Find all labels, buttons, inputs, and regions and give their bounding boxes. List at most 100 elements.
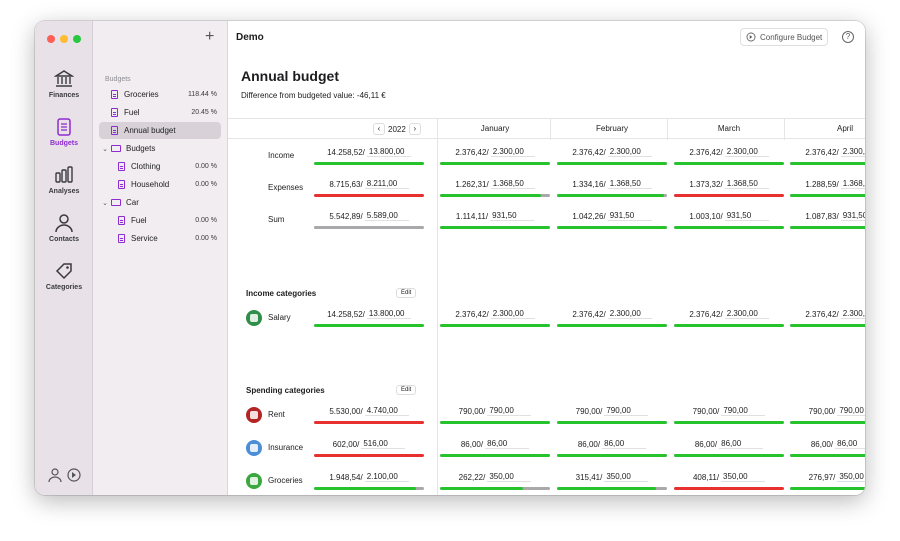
budget-value-input[interactable]: 86,00 bbox=[719, 439, 764, 449]
sidebar-item-label: Service bbox=[131, 234, 158, 243]
actual-value: 2.376,42 bbox=[455, 309, 487, 319]
sidebar-item-groceries[interactable]: Groceries 118.44 % bbox=[99, 86, 221, 103]
budget-value-input[interactable]: 2.100,00 bbox=[364, 472, 409, 482]
cell-values: 790,00 / 790,00 bbox=[440, 406, 550, 416]
sidebar-item-percent: 0.00 % bbox=[195, 217, 217, 224]
value-separator: / bbox=[603, 147, 606, 157]
budget-value-input[interactable]: 350,00 bbox=[721, 472, 766, 482]
account-icon[interactable] bbox=[47, 467, 63, 483]
budget-value-input[interactable]: 1.368,50 bbox=[490, 179, 535, 189]
budget-value-input[interactable]: 2.300,00 bbox=[490, 147, 535, 157]
edit-income-categories-button[interactable]: Edit bbox=[396, 288, 417, 298]
budget-value-input[interactable]: 931,50 bbox=[490, 211, 535, 221]
previous-year-button[interactable]: ‹ bbox=[373, 123, 385, 135]
budget-value-input[interactable]: 350,00 bbox=[604, 472, 649, 482]
month-cell: 262,22 / 350,00 bbox=[440, 470, 550, 492]
document-icon bbox=[111, 108, 118, 117]
actual-value: 86,00 bbox=[810, 439, 831, 449]
budget-value-input[interactable]: 2.300,00 bbox=[840, 309, 865, 319]
budget-value-input[interactable]: 931,50 bbox=[724, 211, 769, 221]
zoom-window-button[interactable] bbox=[73, 35, 81, 43]
budget-value-input[interactable]: 2.300,00 bbox=[724, 309, 769, 319]
rail-item-analyses[interactable]: Analyses bbox=[35, 165, 93, 195]
month-cell: 2.376,42 / 2.300,00 bbox=[440, 145, 550, 167]
row-label-expenses: Expenses bbox=[268, 183, 304, 192]
sidebar-item-service[interactable]: Service 0.00 % bbox=[99, 230, 221, 247]
minimize-window-button[interactable] bbox=[60, 35, 68, 43]
budget-value-input[interactable]: 790,00 bbox=[721, 406, 766, 416]
rail-item-budgets[interactable]: Budgets bbox=[35, 117, 93, 147]
sidebar-item-car[interactable]: ⌄ Car bbox=[99, 194, 221, 211]
actual-value: 1.288,59 bbox=[805, 179, 837, 189]
budget-value-input[interactable]: 1.368,50 bbox=[607, 179, 652, 189]
add-budget-button[interactable]: + bbox=[205, 28, 215, 45]
budget-value-input[interactable]: 86,00 bbox=[602, 439, 647, 449]
budget-value-input[interactable]: 5.589,00 bbox=[364, 211, 409, 221]
sidebar-item-annual-budget[interactable]: Annual budget bbox=[99, 122, 221, 139]
page-title: Annual budget bbox=[241, 68, 339, 84]
budget-value-input[interactable]: 2.300,00 bbox=[840, 147, 865, 157]
budget-value-input[interactable]: 4.740,00 bbox=[364, 406, 409, 416]
sidebar-item-percent: 118.44 % bbox=[187, 91, 217, 98]
rail-item-finances[interactable]: Finances bbox=[35, 69, 93, 99]
year-selector: ‹ 2022 › bbox=[373, 123, 421, 135]
budget-value-input[interactable]: 86,00 bbox=[485, 439, 530, 449]
budget-value-input[interactable]: 350,00 bbox=[487, 472, 532, 482]
sidebar-item-label: Car bbox=[126, 198, 139, 207]
sidebar-item-clothing[interactable]: Clothing 0.00 % bbox=[99, 158, 221, 175]
sidebar-item-fuel[interactable]: Fuel 20.45 % bbox=[99, 104, 221, 121]
cell-values: 790,00 / 790,00 bbox=[790, 406, 865, 416]
budget-value-input[interactable]: 1.368,50 bbox=[724, 179, 769, 189]
row-label-sum: Sum bbox=[268, 215, 285, 224]
budget-progress-bar bbox=[674, 226, 784, 229]
budget-value-input[interactable]: 13.800,00 bbox=[366, 147, 411, 157]
window-title: Demo bbox=[236, 32, 264, 43]
chevron-down-icon[interactable]: ⌄ bbox=[102, 145, 108, 153]
actual-value: 1.948,54 bbox=[329, 472, 361, 482]
budget-sidebar: + Budgets Groceries 118.44 % Fuel 20.45 % An… bbox=[93, 21, 228, 495]
help-button[interactable]: ? bbox=[842, 31, 854, 43]
budget-value-input[interactable]: 350,00 bbox=[837, 472, 865, 482]
sidebar-item-household[interactable]: Household 0.00 % bbox=[99, 176, 221, 193]
cell-values: 1.114,11 / 931,50 bbox=[440, 211, 550, 221]
budget-progress-fill bbox=[557, 487, 656, 490]
budget-value-input[interactable]: 2.300,00 bbox=[490, 309, 535, 319]
cell-values: 1.948,54 / 2.100,00 bbox=[314, 472, 424, 482]
budget-value-input[interactable]: 8.211,00 bbox=[364, 179, 409, 189]
rail-item-contacts[interactable]: Contacts bbox=[35, 213, 93, 243]
budget-value-input[interactable]: 1.368,50 bbox=[840, 179, 865, 189]
actual-value: 1.262,31 bbox=[455, 179, 487, 189]
budget-value-input[interactable]: 790,00 bbox=[837, 406, 865, 416]
budget-progress-fill bbox=[790, 324, 865, 327]
total-cell: 1.948,54 / 2.100,00 bbox=[314, 470, 424, 492]
budget-value-input[interactable]: 516,00 bbox=[361, 439, 406, 449]
next-year-button[interactable]: › bbox=[408, 123, 421, 135]
sidebar-item-label: Groceries bbox=[124, 90, 159, 99]
sync-icon[interactable] bbox=[66, 467, 82, 483]
budget-value-input[interactable]: 790,00 bbox=[487, 406, 532, 416]
budget-value-input[interactable]: 13.800,00 bbox=[366, 309, 411, 319]
budget-value-input[interactable]: 931,50 bbox=[840, 211, 865, 221]
close-window-button[interactable] bbox=[47, 35, 55, 43]
value-separator: / bbox=[717, 406, 720, 416]
budget-value-input[interactable]: 790,00 bbox=[604, 406, 649, 416]
cell-values: 5.542,89 / 5.589,00 bbox=[314, 211, 424, 221]
budget-value-input[interactable]: 931,50 bbox=[607, 211, 652, 221]
budget-value-input[interactable]: 2.300,00 bbox=[607, 147, 652, 157]
edit-spending-categories-button[interactable]: Edit bbox=[396, 385, 417, 395]
budget-progress-fill bbox=[790, 454, 865, 457]
sidebar-item-fuel[interactable]: Fuel 0.00 % bbox=[99, 212, 221, 229]
budget-value-input[interactable]: 2.300,00 bbox=[607, 309, 652, 319]
value-separator: / bbox=[362, 309, 365, 319]
sidebar-item-budgets[interactable]: ⌄ Budgets bbox=[99, 140, 221, 157]
play-circle-icon bbox=[746, 32, 756, 42]
rail-item-categories[interactable]: Categories bbox=[35, 261, 93, 291]
configure-budget-button[interactable]: Configure Budget bbox=[740, 28, 829, 46]
value-separator: / bbox=[603, 179, 606, 189]
month-cell: 790,00 / 790,00 bbox=[674, 404, 784, 426]
budget-value-input[interactable]: 2.300,00 bbox=[724, 147, 769, 157]
budget-value-input[interactable]: 86,00 bbox=[835, 439, 865, 449]
value-separator: / bbox=[720, 179, 723, 189]
chevron-down-icon[interactable]: ⌄ bbox=[102, 199, 108, 207]
budget-progress-bar bbox=[314, 454, 424, 457]
